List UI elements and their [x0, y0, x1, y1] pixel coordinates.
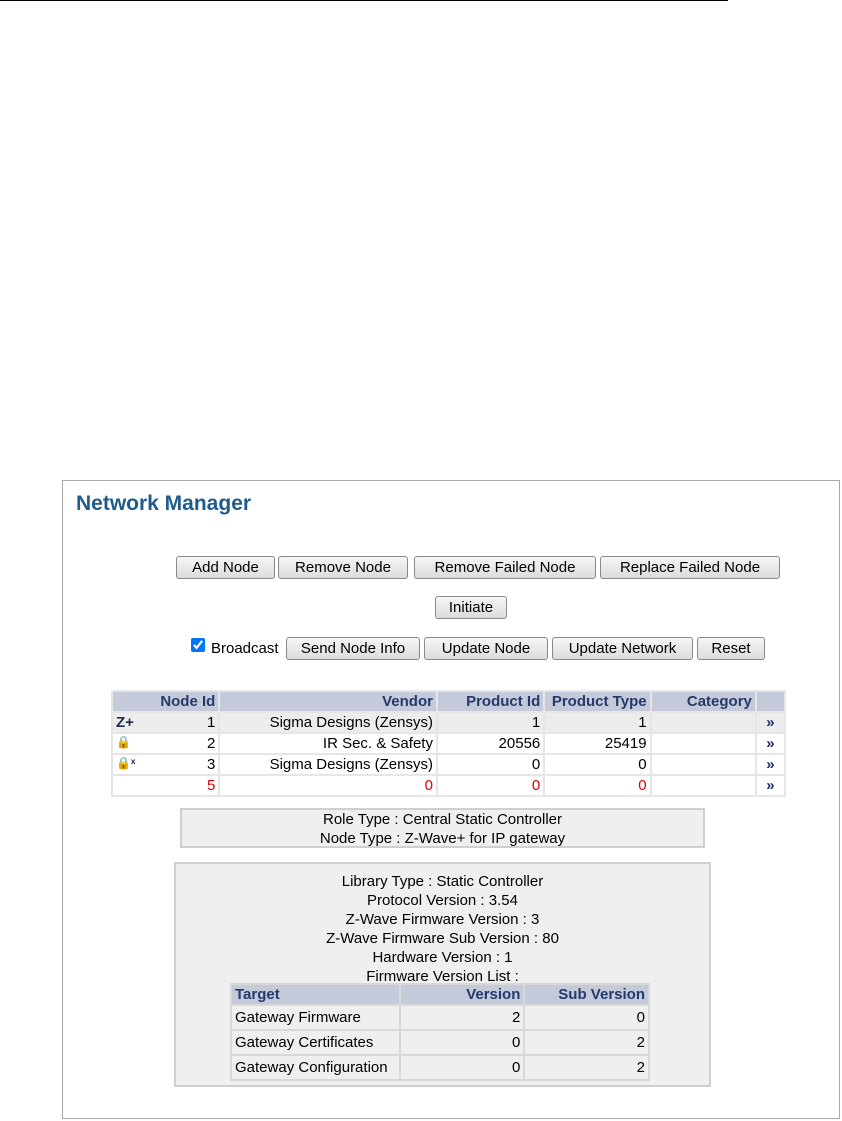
lock-x-icon: 🔒ˣ — [116, 756, 136, 770]
product-type: 0 — [545, 755, 650, 774]
reset-button[interactable]: Reset — [697, 637, 765, 660]
table-row: Gateway Certificates 0 2 — [232, 1031, 648, 1054]
target: Gateway Configuration — [232, 1056, 399, 1079]
expand-arrow-icon[interactable]: » — [756, 755, 784, 774]
node-type: Node Type : Z-Wave+ for IP gateway — [319, 830, 566, 847]
header-vendor: Vendor — [220, 692, 436, 711]
initiate-button[interactable]: Initiate — [435, 596, 507, 619]
zwave-plus-icon: Z+ — [116, 714, 134, 731]
product-type: 0 — [545, 776, 650, 795]
send-node-info-button[interactable]: Send Node Info — [286, 637, 420, 660]
hardware-version: Hardware Version : 1 — [372, 949, 513, 966]
table-header: Node Id Vendor Product Id Product Type C… — [113, 692, 784, 711]
version: 0 — [400, 1056, 524, 1079]
category — [651, 713, 755, 732]
node-id: Z+ 1 — [113, 713, 219, 732]
product-id: 0 — [437, 776, 544, 795]
library-type: Library Type : Static Controller — [341, 873, 544, 890]
table-row[interactable]: Z+ 1 Sigma Designs (Zensys) 1 1» — [113, 713, 784, 732]
expand-arrow-icon[interactable]: » — [756, 734, 784, 753]
firmware-version-list-label: Firmware Version List : — [366, 968, 519, 985]
firmware-table: Target Version Sub Version Gateway Firmw… — [230, 983, 650, 1081]
header-target: Target — [232, 985, 399, 1004]
remove-node-button[interactable]: Remove Node — [278, 556, 408, 579]
node-id: 🔒ˣ 3 — [113, 755, 219, 774]
node-id: 🔒 2 — [113, 734, 219, 753]
vendor: Sigma Designs (Zensys) — [220, 713, 436, 732]
lock-icon: 🔒 — [116, 735, 131, 749]
table-row: Gateway Configuration 0 2 — [232, 1056, 648, 1079]
sub-version: 2 — [525, 1056, 648, 1079]
header-version: Version — [400, 985, 524, 1004]
expand-arrow-icon[interactable]: » — [756, 776, 784, 795]
role-type: Role Type : Central Static Controller — [323, 811, 562, 828]
header-product-type: Product Type — [545, 692, 650, 711]
header-action — [756, 692, 784, 711]
header-node-id: Node Id — [113, 692, 219, 711]
vendor: Sigma Designs (Zensys) — [220, 755, 436, 774]
top-divider — [0, 0, 728, 1]
update-node-button[interactable]: Update Node — [424, 637, 548, 660]
version: 2 — [400, 1006, 524, 1029]
product-type: 1 — [545, 713, 650, 732]
product-id: 1 — [437, 713, 544, 732]
vendor: 0 — [220, 776, 436, 795]
replace-failed-node-button[interactable]: Replace Failed Node — [600, 556, 780, 579]
table-row[interactable]: 5 0 0 0» — [113, 776, 784, 795]
table-row[interactable]: 🔒ˣ 3 Sigma Designs (Zensys) 0 0» — [113, 755, 784, 774]
zwave-firmware-version: Z-Wave Firmware Version : 3 — [345, 911, 540, 928]
product-id: 0 — [437, 755, 544, 774]
product-type: 25419 — [545, 734, 650, 753]
category — [651, 776, 755, 795]
category — [651, 755, 755, 774]
header-sub-version: Sub Version — [525, 985, 648, 1004]
broadcast-label: Broadcast — [211, 640, 279, 657]
category — [651, 734, 755, 753]
page-title: Network Manager — [76, 492, 252, 515]
add-node-button[interactable]: Add Node — [176, 556, 275, 579]
protocol-version: Protocol Version : 3.54 — [367, 892, 518, 909]
header-category: Category — [651, 692, 755, 711]
network-manager-panel — [62, 480, 840, 1119]
target: Gateway Firmware — [232, 1006, 399, 1029]
expand-arrow-icon[interactable]: » — [756, 713, 784, 732]
update-network-button[interactable]: Update Network — [552, 637, 693, 660]
target: Gateway Certificates — [232, 1031, 399, 1054]
product-id: 20556 — [437, 734, 544, 753]
role-info-box: Role Type : Central Static Controller No… — [180, 808, 705, 848]
vendor: IR Sec. & Safety — [220, 734, 436, 753]
broadcast-checkbox[interactable] — [191, 638, 205, 652]
header-product-id: Product Id — [437, 692, 544, 711]
table-row[interactable]: 🔒 2 IR Sec. & Safety 20556 25419 » — [113, 734, 784, 753]
zwave-firmware-sub-version: Z-Wave Firmware Sub Version : 80 — [326, 930, 559, 947]
sub-version: 0 — [525, 1006, 648, 1029]
sub-version: 2 — [525, 1031, 648, 1054]
node-table: Node Id Vendor Product Id Product Type C… — [111, 690, 786, 797]
table-row: Gateway Firmware 2 0 — [232, 1006, 648, 1029]
remove-failed-node-button[interactable]: Remove Failed Node — [414, 556, 596, 579]
node-id: 5 — [113, 776, 219, 795]
version: 0 — [400, 1031, 524, 1054]
